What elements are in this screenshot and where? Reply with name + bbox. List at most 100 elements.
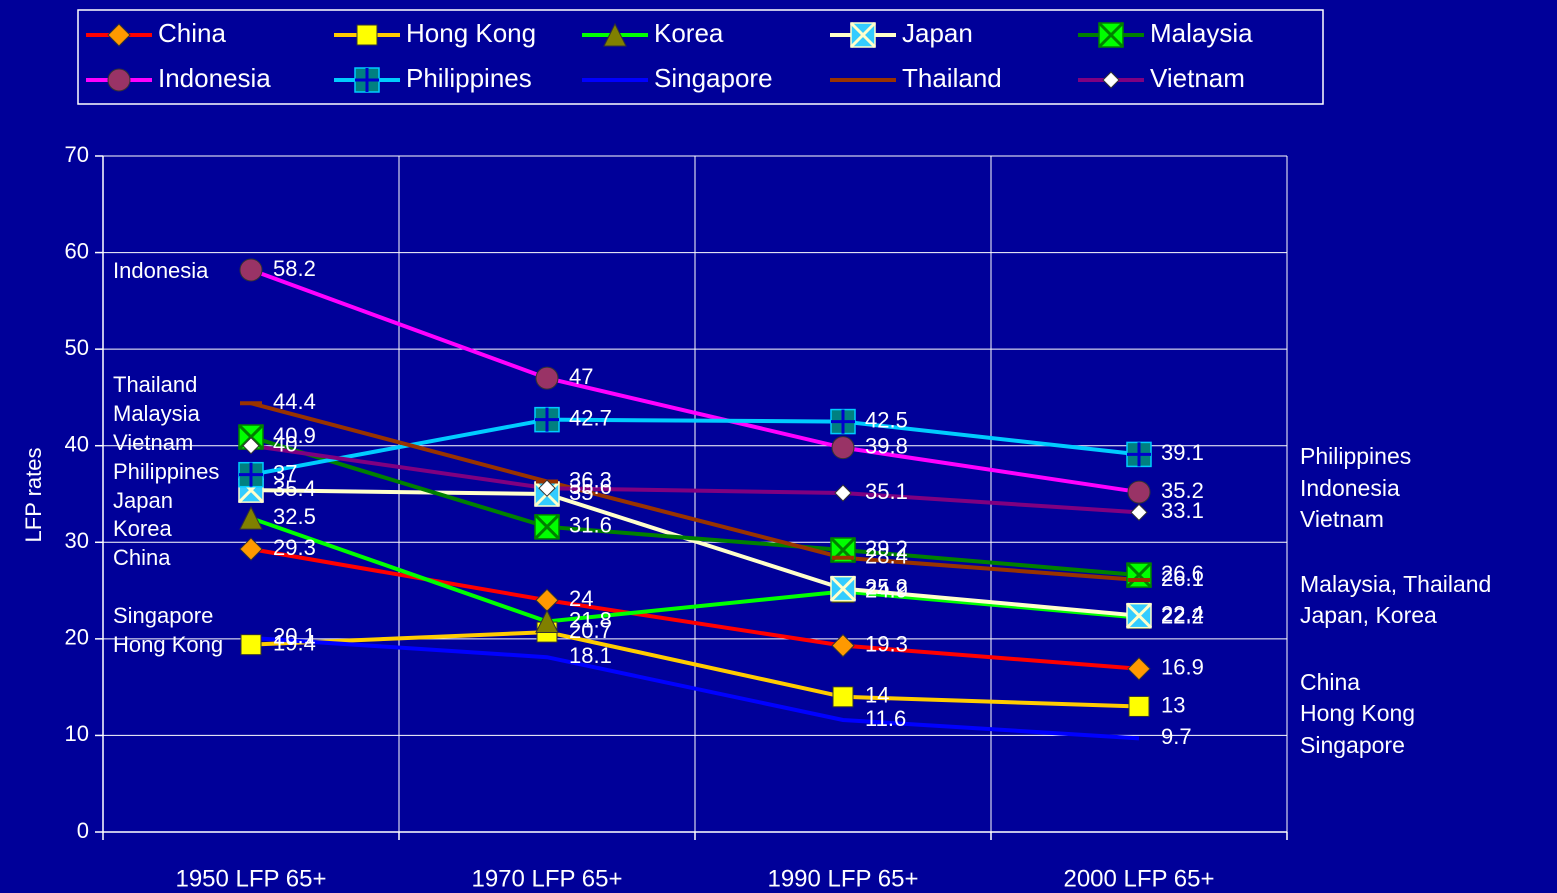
marker-cross [533, 513, 561, 540]
legend-label: Philippines [406, 63, 532, 93]
legend-label: Indonesia [158, 63, 271, 93]
right-annotation: Japan, Korea [1300, 602, 1437, 628]
series-line [250, 268, 1140, 495]
marker-cross [239, 462, 263, 487]
data-label: 42.5 [865, 407, 908, 432]
x-tick-label: 2000 LFP 65+ [1063, 865, 1214, 892]
marker [1125, 602, 1153, 629]
marker [1125, 562, 1153, 589]
series-line [250, 635, 1140, 741]
series-line [250, 516, 1140, 624]
marker-cross [831, 409, 855, 434]
series-line [250, 630, 1140, 709]
data-label: 35.4 [273, 476, 316, 501]
marker-shape [1102, 71, 1120, 89]
marker-shape [831, 436, 855, 460]
marker-shape [538, 479, 556, 497]
data-label: 29.3 [273, 535, 316, 560]
marker [239, 258, 263, 282]
data-label: 24.9 [865, 577, 908, 602]
data-label: 35.2 [1161, 478, 1204, 503]
marker [535, 366, 559, 390]
marker [533, 480, 561, 508]
data-label: 22.2 [1161, 603, 1204, 628]
data-label: 35 [569, 480, 593, 505]
left-annotation: China [113, 545, 171, 570]
marker [533, 513, 561, 540]
marker [831, 436, 855, 460]
data-label: 42.7 [569, 405, 612, 430]
data-label: 14 [865, 683, 889, 708]
data-label: 20.7 [569, 618, 612, 643]
marker [1127, 480, 1151, 504]
data-label: 22.4 [1161, 601, 1204, 626]
data-label: 44.4 [273, 389, 316, 414]
data-label: 32.5 [273, 504, 316, 529]
marker [534, 406, 560, 433]
marker [1097, 21, 1125, 49]
marker-shape [239, 506, 263, 530]
marker [239, 506, 263, 530]
data-label: 37 [273, 460, 297, 485]
marker-cross [1097, 21, 1125, 49]
y-tick-label: 30 [65, 528, 89, 553]
y-tick-label: 10 [65, 721, 89, 746]
marker [538, 479, 556, 497]
marker-shape [107, 68, 131, 92]
marker [242, 437, 260, 455]
marker [603, 22, 627, 47]
legend-label: China [158, 18, 226, 48]
marker [1126, 441, 1152, 468]
y-tick-label: 60 [65, 238, 89, 263]
legend-label: Singapore [654, 63, 773, 93]
series-line [250, 435, 1140, 578]
left-annotation: Indonesia [113, 258, 209, 283]
marker [238, 461, 264, 488]
marker-shape [239, 258, 263, 282]
data-label: 25.2 [865, 574, 908, 599]
marker [356, 24, 378, 46]
left-annotation: Singapore [113, 603, 213, 628]
marker-shape [1130, 503, 1148, 522]
marker [834, 484, 852, 502]
marker-shape [834, 484, 852, 502]
x-tick-label: 1990 LFP 65+ [767, 865, 918, 892]
data-label: 35.6 [569, 474, 612, 499]
marker-shape [239, 537, 263, 561]
marker-shape [535, 609, 559, 633]
left-annotation: Japan [113, 488, 173, 513]
data-label: 58.2 [273, 256, 316, 281]
legend-label: Korea [654, 18, 724, 48]
right-annotation: Hong Kong [1300, 700, 1415, 726]
marker-shape [1127, 480, 1151, 504]
marker [354, 67, 380, 93]
data-label: 19.4 [273, 630, 316, 655]
data-label: 20.1 [273, 624, 316, 649]
marker-shape [603, 22, 627, 47]
data-label: 36.3 [569, 467, 612, 492]
series-line [250, 417, 1140, 477]
marker [849, 21, 877, 49]
data-label: 33.1 [1161, 498, 1204, 523]
y-tick-label: 40 [65, 432, 89, 457]
marker-shape [242, 437, 260, 455]
series-line [250, 547, 1140, 671]
x-tick-label: 1950 LFP 65+ [175, 865, 326, 892]
y-tick-label: 50 [65, 335, 89, 360]
legend-label: Vietnam [1150, 63, 1245, 93]
marker [1130, 503, 1148, 522]
legend-label: Thailand [902, 63, 1002, 93]
data-label: 28.4 [865, 544, 908, 569]
marker [830, 408, 856, 435]
legend-box [77, 9, 1324, 105]
marker-shape [356, 24, 378, 46]
marker [832, 686, 854, 708]
y-tick-label: 20 [65, 625, 89, 650]
marker-shape [1127, 657, 1151, 681]
data-label: 26.1 [1161, 566, 1204, 591]
data-label: 16.9 [1161, 655, 1204, 680]
marker-cross [829, 575, 857, 602]
data-label: 39.8 [865, 433, 908, 458]
